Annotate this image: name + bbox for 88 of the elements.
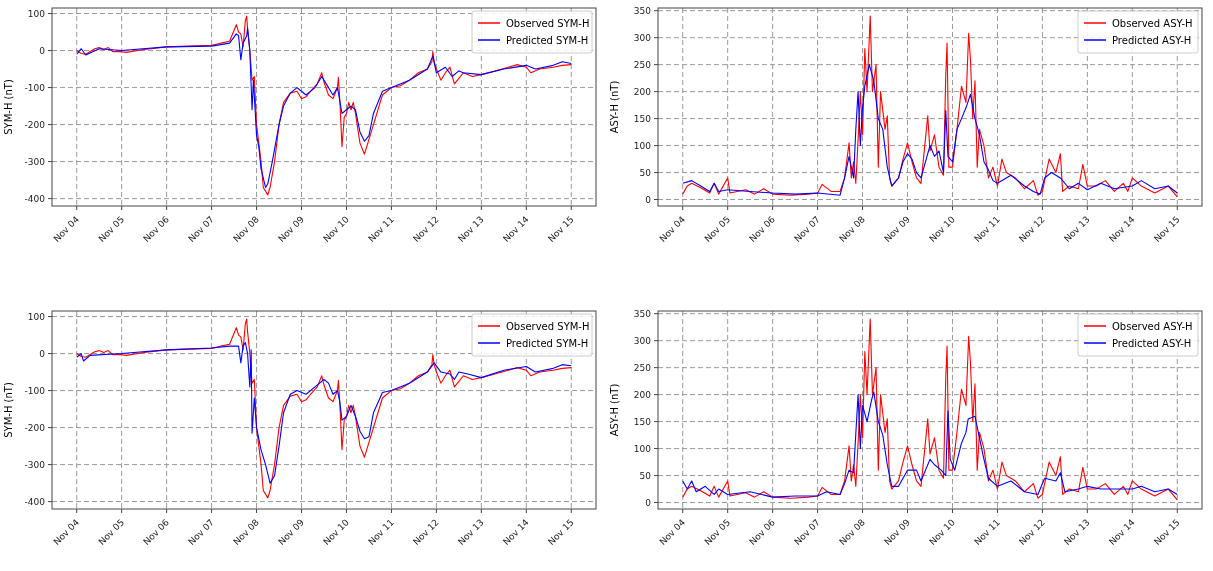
- legend-label: Observed ASY-H: [1112, 17, 1193, 29]
- y-tick-label: 250: [633, 362, 652, 373]
- x-tick-label: Nov 11: [972, 214, 1002, 244]
- x-tick-label: Nov 11: [366, 214, 396, 244]
- x-tick-label: Nov 13: [1062, 214, 1092, 244]
- y-tick-label: -300: [24, 459, 46, 470]
- x-tick-label: Nov 12: [411, 517, 441, 547]
- x-tick-label: Nov 11: [366, 517, 396, 547]
- x-tick-label: Nov 08: [837, 214, 868, 244]
- y-tick-label: 100: [27, 311, 46, 322]
- y-tick-label: -200: [24, 119, 46, 130]
- x-tick-label: Nov 15: [546, 517, 576, 547]
- legend-label: Predicted ASY-H: [1112, 337, 1192, 349]
- x-tick-label: Nov 10: [321, 214, 352, 244]
- legend-label: Predicted SYM-H: [506, 337, 589, 349]
- y-tick-label: 0: [645, 497, 652, 508]
- y-tick-label: 0: [39, 45, 46, 56]
- y-tick-label: 50: [639, 167, 652, 178]
- legend-label: Predicted SYM-H: [506, 34, 589, 46]
- x-tick-label: Nov 14: [501, 214, 531, 244]
- x-tick-label: Nov 10: [321, 517, 352, 547]
- x-tick-label: Nov 04: [657, 214, 688, 244]
- x-tick-label: Nov 08: [231, 517, 262, 547]
- y-tick-label: -200: [24, 422, 46, 433]
- x-tick-label: Nov 05: [702, 214, 733, 244]
- y-tick-label: 350: [633, 5, 652, 16]
- y-axis-title: ASY-H (nT): [609, 383, 620, 437]
- x-tick-label: Nov 04: [51, 517, 82, 547]
- x-tick-label: Nov 06: [141, 517, 172, 547]
- x-tick-label: Nov 13: [456, 214, 486, 244]
- y-tick-label: 200: [633, 389, 652, 400]
- x-tick-label: Nov 12: [411, 214, 441, 244]
- x-tick-label: Nov 10: [927, 517, 958, 547]
- x-tick-label: Nov 06: [747, 517, 778, 547]
- x-tick-label: Nov 15: [546, 214, 576, 244]
- x-tick-label: Nov 12: [1017, 214, 1047, 244]
- x-tick-label: Nov 09: [276, 214, 307, 244]
- y-tick-label: 100: [633, 140, 652, 151]
- y-tick-label: 150: [633, 416, 652, 427]
- x-tick-label: Nov 08: [837, 517, 868, 547]
- y-tick-label: -400: [24, 496, 46, 507]
- x-tick-label: Nov 11: [972, 517, 1002, 547]
- x-tick-label: Nov 09: [276, 517, 307, 547]
- y-axis-title: SYM-H (nT): [3, 79, 14, 135]
- y-tick-label: 250: [633, 59, 652, 70]
- x-tick-label: Nov 12: [1017, 517, 1047, 547]
- y-tick-label: 300: [633, 335, 652, 346]
- x-tick-label: Nov 06: [747, 214, 778, 244]
- x-tick-label: Nov 07: [186, 517, 217, 547]
- y-tick-label: 350: [633, 308, 652, 319]
- x-tick-label: Nov 07: [186, 214, 217, 244]
- x-tick-label: Nov 09: [882, 214, 913, 244]
- y-tick-label: 50: [639, 470, 652, 481]
- x-tick-label: Nov 09: [882, 517, 913, 547]
- y-tick-label: -100: [24, 385, 46, 396]
- y-tick-label: 300: [633, 32, 652, 43]
- y-tick-label: 0: [39, 348, 46, 359]
- y-tick-label: -300: [24, 156, 46, 167]
- x-tick-label: Nov 05: [702, 517, 733, 547]
- x-tick-label: Nov 07: [792, 214, 823, 244]
- x-tick-label: Nov 14: [501, 517, 531, 547]
- x-tick-label: Nov 13: [1062, 517, 1092, 547]
- legend-label: Observed SYM-H: [506, 17, 590, 29]
- y-tick-label: 200: [633, 86, 652, 97]
- x-tick-label: Nov 06: [141, 214, 172, 244]
- legend-label: Predicted ASY-H: [1112, 34, 1192, 46]
- y-axis-title: SYM-H (nT): [3, 382, 14, 438]
- y-axis-title: ASY-H (nT): [609, 80, 620, 134]
- x-tick-label: Nov 05: [96, 517, 127, 547]
- x-tick-label: Nov 14: [1107, 517, 1137, 547]
- x-tick-label: Nov 04: [51, 214, 82, 244]
- y-tick-label: 100: [633, 443, 652, 454]
- legend-label: Observed SYM-H: [506, 320, 590, 332]
- x-tick-label: Nov 14: [1107, 214, 1137, 244]
- x-tick-label: Nov 10: [927, 214, 958, 244]
- x-tick-label: Nov 15: [1152, 214, 1182, 244]
- y-tick-label: -100: [24, 82, 46, 93]
- y-tick-label: 0: [645, 194, 652, 205]
- x-tick-label: Nov 08: [231, 214, 262, 244]
- x-tick-label: Nov 05: [96, 214, 127, 244]
- legend-label: Observed ASY-H: [1112, 320, 1193, 332]
- x-tick-label: Nov 04: [657, 517, 688, 547]
- y-tick-label: 150: [633, 113, 652, 124]
- x-tick-label: Nov 13: [456, 517, 486, 547]
- x-tick-label: Nov 07: [792, 517, 823, 547]
- y-tick-label: 100: [27, 8, 46, 19]
- y-tick-label: -400: [24, 193, 46, 204]
- x-tick-label: Nov 15: [1152, 517, 1182, 547]
